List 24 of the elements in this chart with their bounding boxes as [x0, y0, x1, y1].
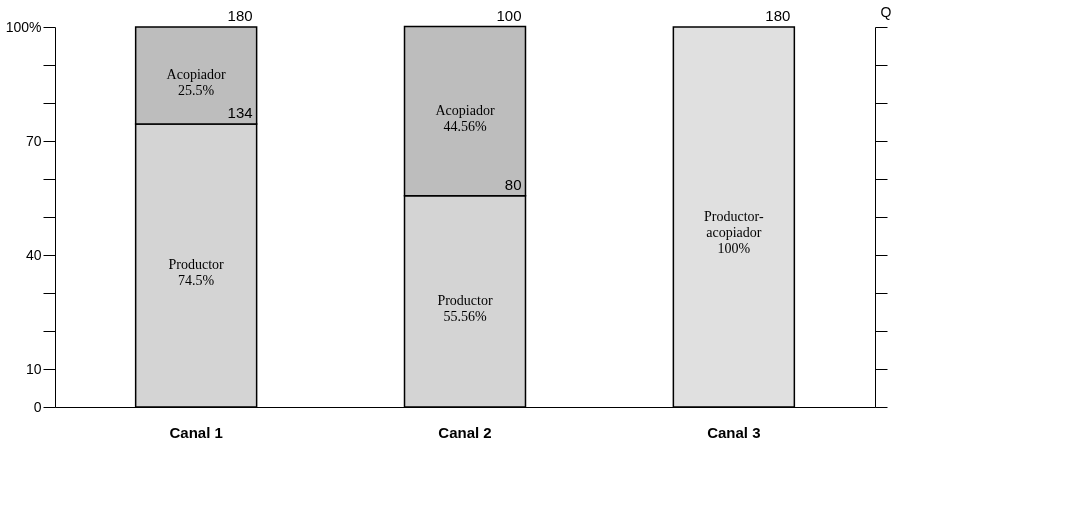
y-tick-label: 0: [33, 398, 42, 415]
annotation: 180: [765, 7, 791, 24]
y-tick-label: 40: [25, 246, 42, 263]
series-label: Productor: [168, 257, 225, 273]
annotation: 80: [504, 175, 522, 193]
series-label: Acopiador: [166, 67, 227, 83]
annotation: 100: [496, 7, 522, 24]
data-label: 25.5%: [178, 83, 215, 99]
x-tick-label: Canal 2: [438, 423, 492, 441]
data-label: 55.56%: [443, 309, 487, 325]
text: Acopiador: [435, 103, 495, 119]
data-label: 100%: [717, 241, 751, 256]
y-tick-label: 100%: [5, 18, 42, 35]
data-label: 44.56%: [443, 119, 487, 135]
y2-axis-title: Q: [880, 3, 892, 20]
text: Productor: [437, 293, 493, 309]
x-tick-label: Canal 1: [169, 423, 223, 441]
y-tick-label: 70: [25, 132, 42, 149]
y-tick-label: 10: [25, 360, 42, 377]
x-tick-label: Canal 3: [707, 423, 761, 441]
annotation: 134: [227, 103, 253, 121]
annotation: 180: [227, 7, 253, 24]
series-label: Productor-acopiador: [704, 209, 764, 240]
data-label: 74.5%: [178, 273, 215, 289]
